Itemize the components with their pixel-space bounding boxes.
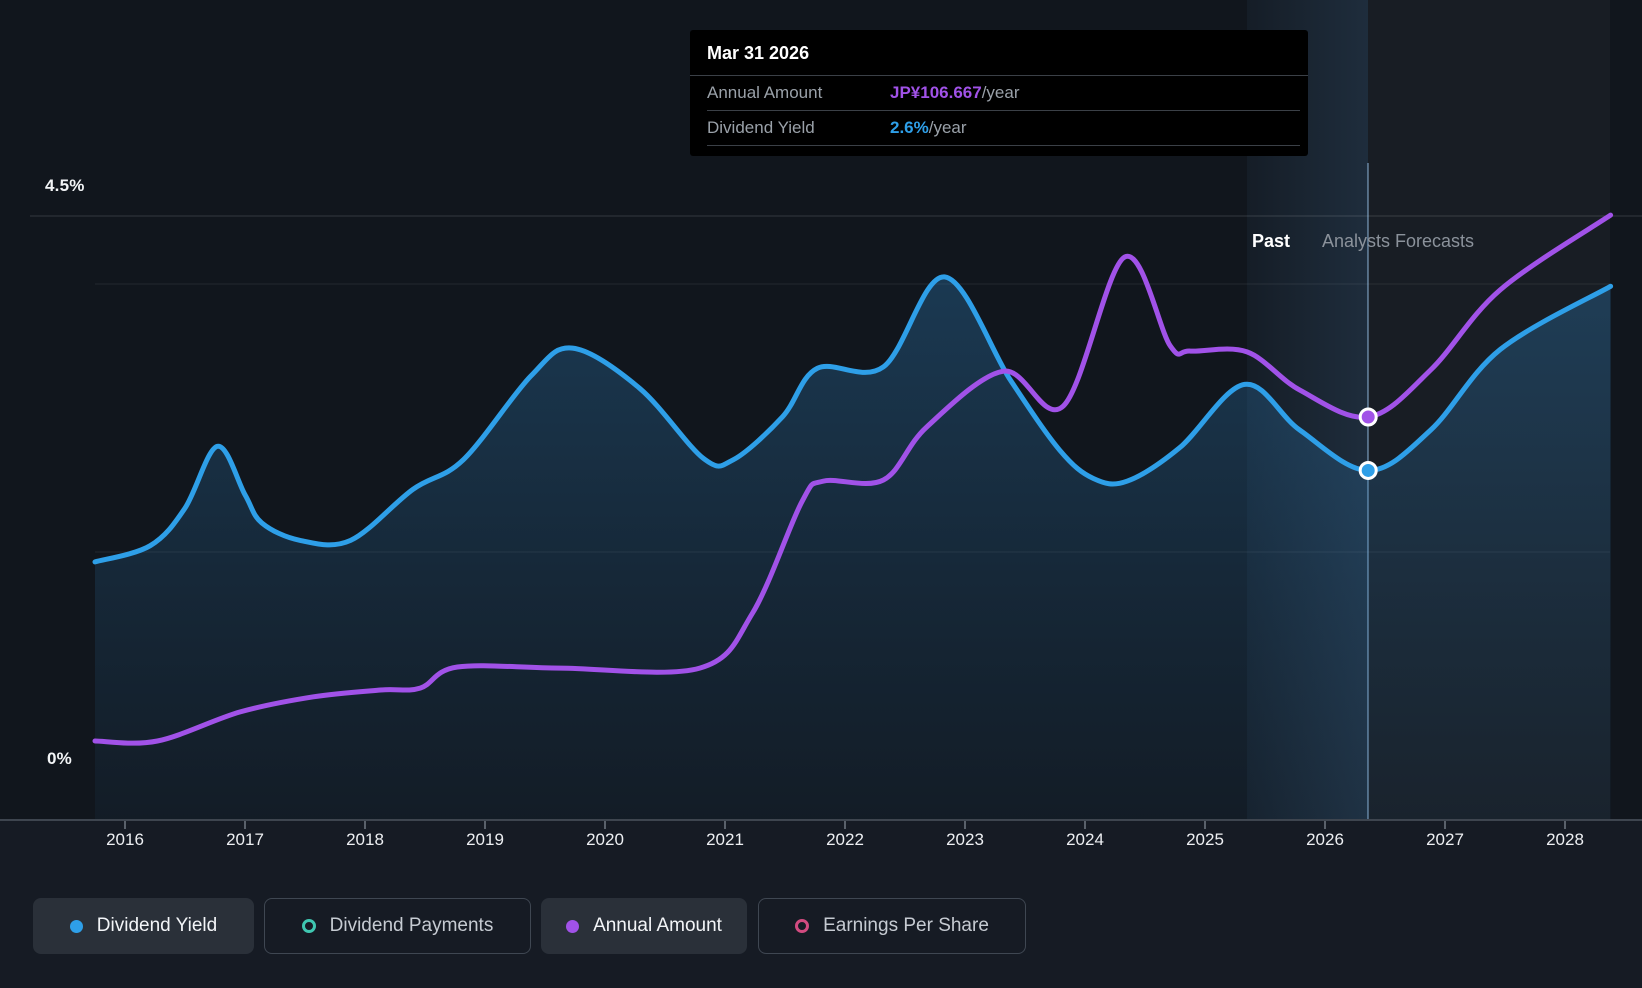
- dividend-payments-ring-icon: [301, 919, 316, 933]
- dividend-yield-line: [92, 274, 1614, 565]
- x-tick-label: 2022: [826, 830, 864, 849]
- x-tick-label: 2021: [706, 830, 744, 849]
- x-tick-label: 2019: [466, 830, 504, 849]
- tooltip-row-suffix: /year: [928, 118, 967, 137]
- x-axis-labels: 2016 2017 2018 2019 2020 2021 2022 2023 …: [0, 830, 1642, 854]
- x-tick-label: 2020: [586, 830, 624, 849]
- earnings-per-share-ring-icon: [795, 919, 810, 933]
- dividend-yield-dot-icon: [69, 919, 83, 933]
- legend-toggle-dividend-payments[interactable]: Dividend Payments: [264, 898, 531, 954]
- analysts-forecasts-label: Analysts Forecasts: [1322, 231, 1475, 251]
- tooltip-row-value: 2.6%: [890, 118, 929, 137]
- legend-label: Earnings Per Share: [823, 915, 989, 936]
- legend-toggle-annual-amount[interactable]: Annual Amount: [541, 898, 747, 954]
- tooltip-date: Mar 31 2026: [690, 30, 1308, 76]
- tooltip-row-dividend-yield: Dividend Yield 2.6%/year: [707, 111, 1300, 146]
- x-tick-label: 2017: [226, 830, 264, 849]
- tooltip: Mar 31 2026 Annual Amount JP¥106.667/yea…: [690, 30, 1308, 156]
- tooltip-row-label: Dividend Yield: [707, 118, 815, 137]
- legend-label: Dividend Payments: [329, 915, 494, 936]
- x-tick-label: 2026: [1306, 830, 1344, 849]
- x-tick-label: 2028: [1546, 830, 1584, 849]
- tooltip-row-suffix: /year: [981, 83, 1020, 102]
- x-tick-label: 2024: [1066, 830, 1104, 849]
- legend-toggle-dividend-yield[interactable]: Dividend Yield: [33, 898, 254, 954]
- dividend-yield-area: [95, 276, 1611, 819]
- dividend-yield-marker-dot: [1358, 460, 1378, 480]
- y-axis-min-label: 0%: [47, 749, 72, 768]
- x-tick-label: 2025: [1186, 830, 1224, 849]
- tooltip-row-label: Annual Amount: [707, 83, 823, 102]
- tooltip-row-value: JP¥106.667: [890, 83, 982, 102]
- x-tick-label: 2016: [106, 830, 144, 849]
- tooltip-row-annual-amount: Annual Amount JP¥106.667/year: [707, 76, 1300, 111]
- x-tick-label: 2027: [1426, 830, 1464, 849]
- legend-label: Annual Amount: [593, 915, 722, 936]
- annual-amount-dot-icon: [566, 919, 580, 933]
- y-axis-max-label: 4.5%: [45, 176, 85, 195]
- x-tick-label: 2018: [346, 830, 384, 849]
- x-tick-label: 2023: [946, 830, 984, 849]
- annual-amount-marker-dot: [1358, 407, 1378, 427]
- past-label: Past: [1251, 231, 1290, 251]
- legend-label: Dividend Yield: [96, 915, 218, 936]
- x-axis-ticks: [124, 821, 1566, 829]
- annual-amount-line: [92, 212, 1614, 746]
- legend-toggle-earnings-per-share[interactable]: Earnings Per Share: [758, 898, 1026, 954]
